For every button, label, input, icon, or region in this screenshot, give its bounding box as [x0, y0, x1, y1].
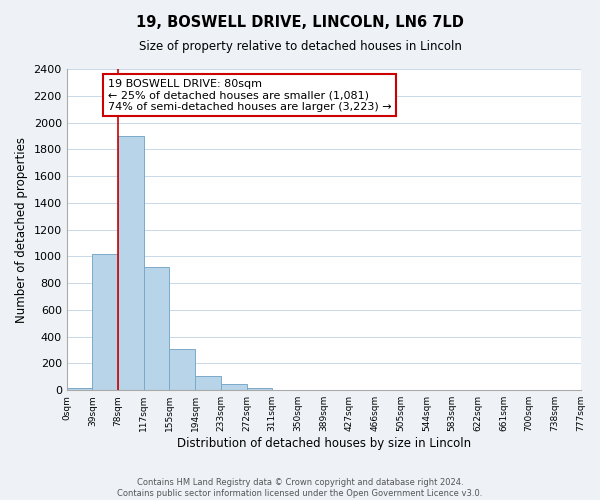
Text: 19, BOSWELL DRIVE, LINCOLN, LN6 7LD: 19, BOSWELL DRIVE, LINCOLN, LN6 7LD	[136, 15, 464, 30]
Bar	[195, 376, 221, 390]
Text: 19 BOSWELL DRIVE: 80sqm
← 25% of detached houses are smaller (1,081)
74% of semi: 19 BOSWELL DRIVE: 80sqm ← 25% of detache…	[108, 78, 391, 112]
Text: Contains HM Land Registry data © Crown copyright and database right 2024.
Contai: Contains HM Land Registry data © Crown c…	[118, 478, 482, 498]
Y-axis label: Number of detached properties: Number of detached properties	[15, 136, 28, 322]
Bar	[144, 267, 169, 390]
Bar	[92, 254, 118, 390]
Bar	[118, 136, 144, 390]
X-axis label: Distribution of detached houses by size in Lincoln: Distribution of detached houses by size …	[176, 437, 470, 450]
Bar	[247, 388, 272, 390]
Text: Size of property relative to detached houses in Lincoln: Size of property relative to detached ho…	[139, 40, 461, 53]
Bar	[169, 348, 195, 390]
Bar	[67, 388, 92, 390]
Bar	[221, 384, 247, 390]
